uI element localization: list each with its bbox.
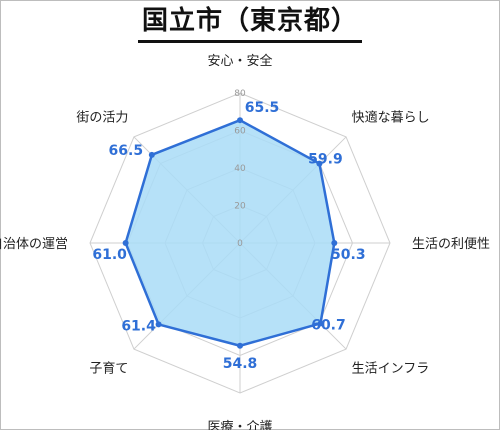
data-point-6 [122, 240, 129, 246]
data-point-1 [316, 160, 323, 167]
series-area [124, 118, 336, 347]
value-label: 60.7 [311, 317, 346, 333]
value-label: 54.8 [223, 356, 258, 372]
radar-value-labels: 65.5 59.9 50.3 60.7 54.8 61.4 61.0 66.5 [92, 100, 365, 372]
data-point-7 [148, 151, 155, 158]
data-point-4 [237, 342, 243, 349]
axis-label: 街の活力 [76, 110, 128, 125]
value-label: 61.0 [92, 247, 127, 263]
tick-label: 0 [237, 239, 243, 249]
radar-series [122, 117, 338, 349]
value-label: 66.5 [109, 143, 144, 159]
axis-label: 生活の利便性 [412, 237, 490, 252]
tick-label: 60 [234, 127, 246, 137]
value-label: 65.5 [245, 100, 280, 116]
value-label: 50.3 [331, 247, 366, 263]
value-label: 59.9 [308, 152, 343, 168]
data-point-3 [317, 320, 324, 327]
data-point-2 [331, 240, 338, 246]
axis-label: 快適な暮らし [352, 109, 430, 125]
axis-label: 安心・安全 [207, 53, 272, 69]
value-label: 61.4 [121, 318, 156, 334]
tick-label: 80 [234, 89, 246, 99]
data-point-5 [155, 321, 162, 328]
chart-title: 国立市（東京都） [137, 4, 362, 43]
chart-title-container: 国立市（東京都） [0, 4, 500, 43]
data-point-0 [237, 117, 243, 124]
tick-label: 40 [234, 164, 246, 174]
axis-label: 子育て [89, 361, 128, 377]
axis-label: 自治体の運営 [0, 237, 68, 252]
axis-label: 医療・介護 [207, 419, 272, 430]
radar-tick-labels: 0 20 40 60 80 [234, 89, 246, 249]
axis-label: 生活インフラ [352, 362, 430, 377]
tick-label: 20 [234, 202, 246, 212]
